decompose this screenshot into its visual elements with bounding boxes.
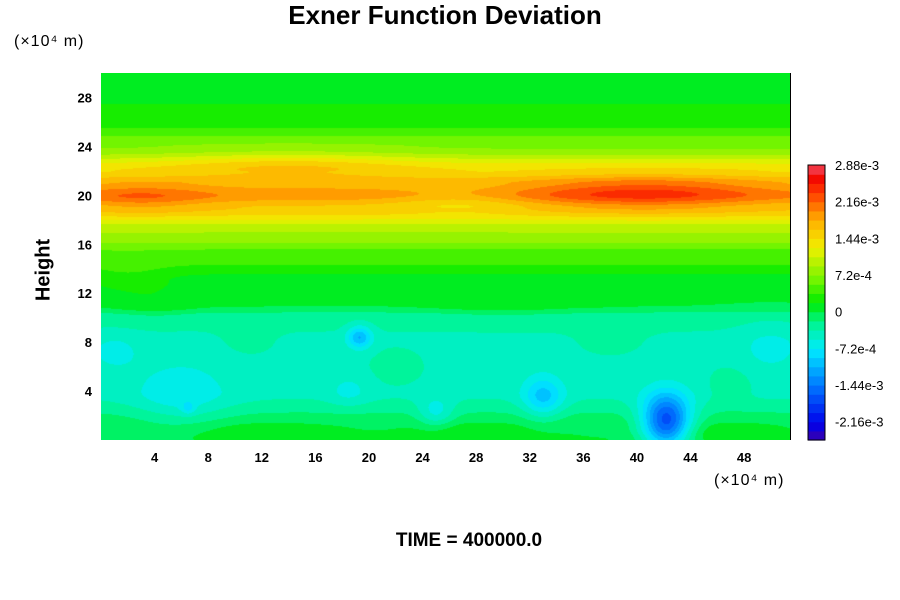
x-axis-unit: (×10⁴ m) — [714, 472, 785, 489]
colorbar-segment — [808, 174, 825, 184]
y-tick-label: 28 — [78, 90, 92, 105]
x-tick-label: 40 — [630, 450, 644, 465]
x-tick-label: 12 — [255, 450, 269, 465]
colorbar-segment — [808, 284, 825, 294]
colorbar-segment — [808, 320, 825, 331]
colorbar-segment — [808, 412, 825, 423]
colorbar-segment — [808, 311, 825, 322]
time-label: TIME = 400000.0 — [395, 530, 543, 551]
colorbar-segment — [808, 339, 825, 349]
y-tick-label: 20 — [78, 188, 92, 203]
colorbar-segment — [808, 165, 825, 175]
colorbar: 2.88e-3 2.16e-3 1.44e-3 7.2e-4 0 -7.2e-4 -1.44… — [807, 158, 883, 441]
colorbar-segment — [808, 421, 825, 432]
x-tick-label: 8 — [205, 450, 212, 465]
colorbar-segment — [808, 238, 825, 249]
colorbar-segment — [808, 385, 825, 395]
y-axis-ticks: 4 8 12 16 20 24 28 — [78, 90, 93, 399]
x-axis-ticks: 4 8 12 16 20 24 28 32 36 40 44 48 — [151, 450, 751, 465]
colorbar-tick-label: 1.44e-3 — [835, 231, 879, 246]
colorbar-segment — [808, 256, 825, 267]
colorbar-tick-label: -2.16e-3 — [835, 415, 883, 430]
colorbar-tick-label: 2.16e-3 — [835, 195, 879, 210]
colorbar-segment — [808, 403, 825, 414]
y-tick-label: 12 — [78, 286, 92, 301]
x-tick-label: 4 — [151, 450, 159, 465]
colorbar-segment — [808, 247, 825, 258]
x-tick-label: 36 — [576, 450, 590, 465]
colorbar-tick-label: -1.44e-3 — [835, 378, 883, 393]
colorbar-segment — [808, 430, 825, 441]
colorbar-segment — [808, 192, 825, 203]
x-tick-label: 44 — [683, 450, 698, 465]
colorbar-segment — [808, 229, 825, 239]
x-tick-label: 28 — [469, 450, 483, 465]
x-tick-label: 48 — [737, 450, 751, 465]
x-tick-label: 24 — [415, 450, 430, 465]
colorbar-segment — [808, 275, 825, 285]
colorbar-segment — [808, 366, 825, 377]
colorbar-segment — [808, 220, 825, 230]
x-tick-label: 20 — [362, 450, 376, 465]
colorbar-frame — [807, 164, 826, 441]
y-tick-label: 24 — [78, 139, 93, 154]
colorbar-segment — [808, 330, 825, 340]
colorbar-segment — [808, 183, 825, 194]
x-tick-label: 32 — [523, 450, 537, 465]
colorbar-segment — [808, 201, 825, 212]
colorbar-segment — [808, 394, 825, 404]
y-tick-label: 8 — [85, 335, 92, 350]
colorbar-segment — [808, 348, 825, 359]
colorbar-segment — [808, 210, 825, 221]
contour-field — [101, 73, 791, 440]
colorbar-tick-label: 7.2e-4 — [835, 268, 872, 283]
colorbar-tick-label: 2.88e-3 — [835, 158, 879, 173]
colorbar-segment — [808, 265, 825, 276]
chart-title: Exner Function Deviation — [288, 0, 602, 30]
colorbar-segment — [808, 357, 825, 368]
colorbar-tick-label: -7.2e-4 — [835, 341, 876, 356]
plot-area — [101, 73, 791, 440]
colorbar-segment — [808, 302, 825, 313]
colorbar-segment — [808, 375, 825, 386]
x-tick-label: 16 — [308, 450, 322, 465]
colorbar-segment — [808, 293, 825, 304]
y-tick-label: 16 — [78, 237, 92, 252]
y-tick-label: 4 — [85, 384, 93, 399]
colorbar-tick-label: 0 — [835, 305, 842, 320]
y-axis-unit: (×10⁴ m) — [14, 33, 85, 50]
